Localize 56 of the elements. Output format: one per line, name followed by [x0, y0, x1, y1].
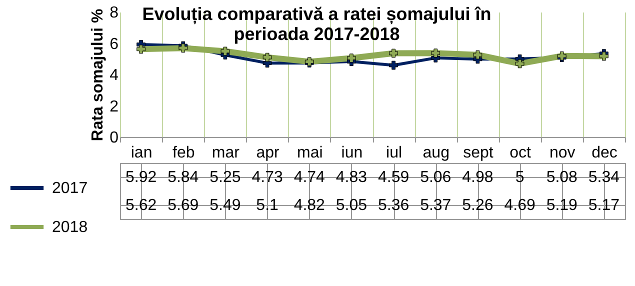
y-axis-title: Rata somajului %	[90, 8, 107, 142]
data-label: 5.08	[546, 169, 578, 186]
point	[600, 52, 608, 61]
data-label: 5.69	[168, 197, 199, 214]
data-label: 5.06	[420, 169, 452, 186]
point	[220, 46, 230, 56]
point	[389, 60, 398, 70]
data-label: 5.36	[378, 197, 410, 214]
data-label: 4.73	[252, 169, 283, 186]
data-label: 4.74	[294, 169, 326, 186]
y-tick-label: 4	[110, 67, 119, 84]
data-label: 5.17	[588, 197, 620, 214]
y-tick-label: 6	[110, 36, 119, 53]
x-tick-label: sept	[463, 144, 494, 162]
point	[347, 54, 356, 63]
data-label: 4.59	[378, 169, 410, 186]
point	[473, 50, 482, 60]
data-label: 5.84	[168, 169, 199, 186]
data-label: 5.25	[210, 169, 241, 186]
data-label: 5.26	[462, 197, 494, 214]
point	[178, 44, 188, 53]
x-tick-label: oct	[510, 144, 532, 162]
x-tick-label: mai	[296, 144, 323, 162]
x-tick-label: nov	[549, 144, 576, 162]
point	[515, 59, 524, 68]
x-tick-label: aug	[422, 144, 450, 162]
data-label: 5.92	[125, 169, 157, 186]
y-tick-label: 8	[110, 4, 119, 22]
point	[262, 52, 272, 62]
y-tick-label: 2	[110, 98, 119, 116]
data-label: 4.98	[462, 169, 494, 186]
legend-label: 2018	[52, 219, 88, 236]
data-label: 5.49	[210, 197, 241, 214]
data-label: 5.05	[336, 197, 368, 214]
data-label: 5.34	[588, 169, 620, 186]
x-tick-label: iul	[386, 144, 402, 162]
x-tick-label: ian	[130, 144, 152, 162]
x-tick-label: iun	[341, 144, 363, 162]
data-label: 5	[515, 169, 524, 186]
x-tick-label: feb	[172, 144, 195, 162]
data-label: 4.83	[336, 169, 368, 186]
data-label: 5.1	[256, 197, 279, 214]
data-label: 4.82	[294, 197, 326, 214]
x-tick-label: dec	[592, 144, 618, 162]
point	[389, 48, 398, 58]
x-tick-label: apr	[256, 144, 280, 162]
point	[431, 48, 440, 58]
data-label: 5.37	[420, 197, 452, 214]
data-label: 4.69	[504, 197, 536, 214]
data-label: 5.19	[546, 197, 578, 214]
legend-label: 2017	[52, 180, 88, 197]
y-tick-label: 0	[110, 130, 119, 146]
data-label: 5.62	[125, 197, 157, 214]
chart-title: Evoluția comparativă a ratei șomajului în perioada 2017-2018	[142, 4, 492, 44]
x-tick-label: mar	[212, 144, 240, 162]
point	[136, 44, 146, 54]
